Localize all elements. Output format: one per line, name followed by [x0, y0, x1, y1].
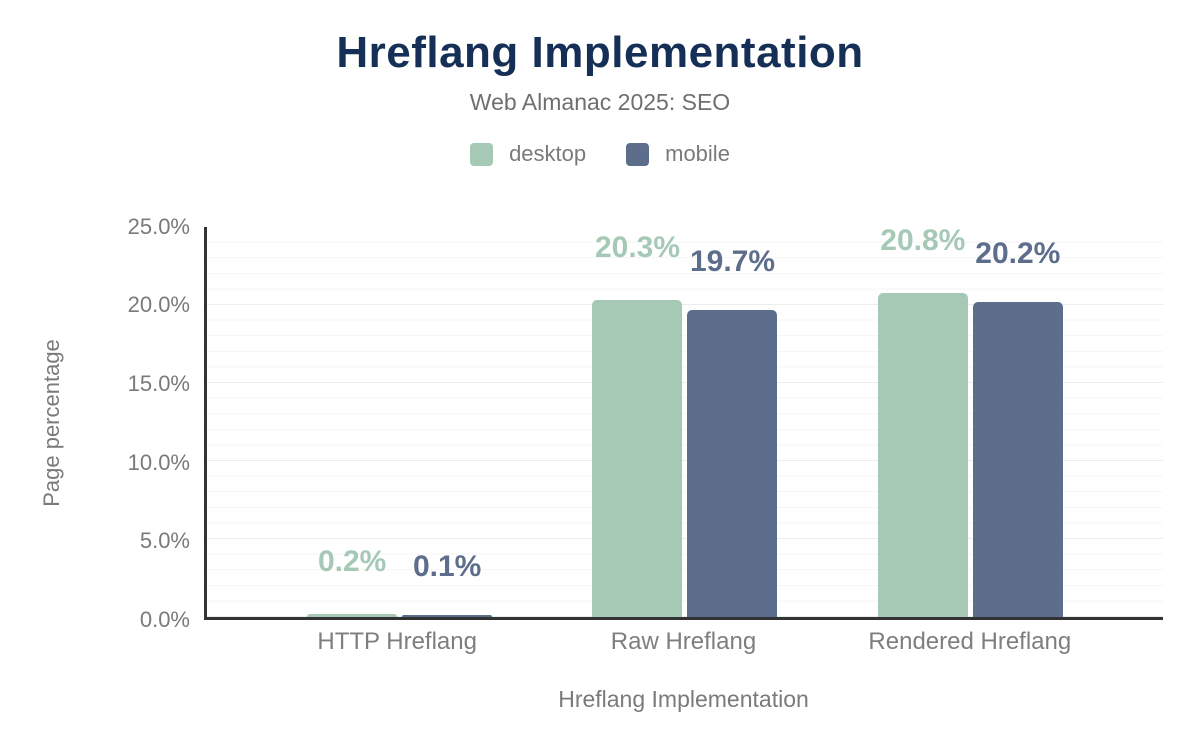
- bar-group: 20.8% 20.2%: [828, 223, 1113, 617]
- legend-label-desktop: desktop: [509, 141, 587, 166]
- bar-slot-desktop: 20.3%: [592, 227, 683, 617]
- bars-layer: 0.2% 0.1% 20.3% 19.7% 20.8% 20.2%: [207, 223, 1163, 617]
- x-axis-category-labels: HTTP Hreflang Raw Hreflang Rendered Hrefla…: [204, 628, 1163, 656]
- x-category-label: Raw Hreflang: [610, 628, 757, 655]
- bar-mobile: [972, 301, 1063, 617]
- mobile-swatch-icon: [626, 142, 650, 166]
- bar-slot-desktop: 0.2%: [307, 227, 398, 617]
- x-category-label: HTTP Hreflang: [317, 628, 477, 655]
- y-tick-label: 5.0%: [139, 528, 190, 554]
- value-label-mobile: 20.2%: [975, 236, 1061, 270]
- chart-title: Hreflang Implementation: [336, 28, 864, 77]
- bar-group: 20.3% 19.7%: [542, 227, 827, 617]
- y-tick-label: 10.0%: [127, 449, 190, 475]
- value-label-desktop: 20.3%: [594, 231, 681, 265]
- bar-desktop: [877, 292, 968, 617]
- chart-legend: desktop mobile: [0, 141, 1200, 167]
- legend-item-mobile: mobile: [626, 141, 730, 167]
- bar-desktop: [307, 613, 398, 617]
- value-label-mobile: 19.7%: [689, 244, 776, 278]
- desktop-swatch-icon: [470, 142, 494, 166]
- x-axis-title: Hreflang Implementation: [558, 686, 809, 712]
- bar-slot-mobile: 0.1%: [402, 227, 493, 617]
- value-label-desktop: 0.2%: [317, 544, 387, 578]
- plot-area: 0.2% 0.1% 20.3% 19.7% 20.8% 20.2%: [204, 223, 1163, 620]
- value-label-desktop: 20.8%: [880, 223, 966, 257]
- bar-mobile: [402, 615, 493, 617]
- y-tick-label: 20.0%: [127, 292, 190, 318]
- bar-slot-mobile: 20.2%: [972, 227, 1063, 617]
- y-tick-label: 15.0%: [127, 371, 190, 397]
- value-label-mobile: 0.1%: [412, 550, 482, 584]
- bar-desktop: [592, 300, 683, 617]
- bar-slot-desktop: 20.8%: [877, 223, 968, 617]
- bar-slot-mobile: 19.7%: [687, 227, 778, 617]
- legend-label-mobile: mobile: [665, 141, 730, 166]
- chart-subtitle: Web Almanac 2025: SEO: [469, 89, 731, 115]
- y-tick-label: 25.0%: [127, 213, 190, 239]
- y-axis-tick-labels: 0.0% 5.0% 10.0% 15.0% 20.0% 25.0%: [0, 214, 190, 631]
- x-category-label: Rendered Hreflang: [868, 628, 1072, 655]
- bar-mobile: [687, 309, 778, 617]
- bar-group: 0.2% 0.1%: [257, 227, 542, 617]
- y-tick-label: 0.0%: [139, 606, 190, 632]
- legend-item-desktop: desktop: [470, 141, 586, 167]
